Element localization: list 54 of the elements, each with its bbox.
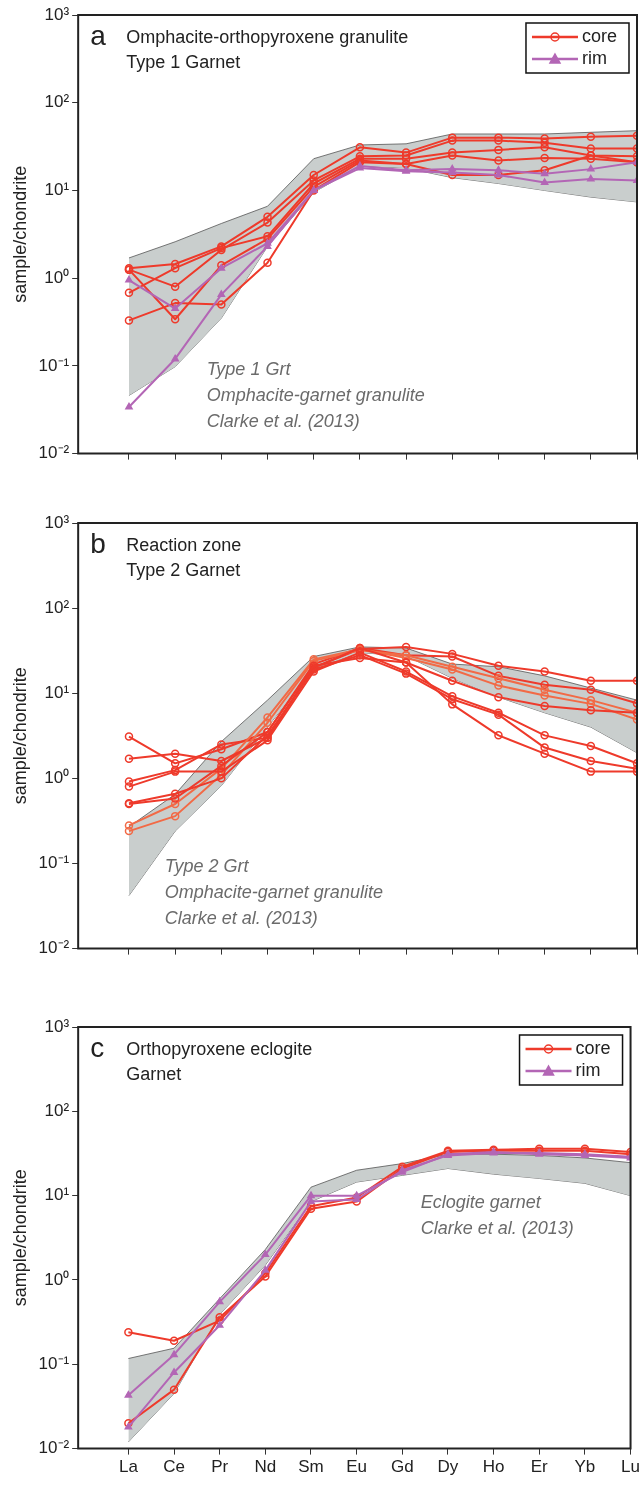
legend-label: rim <box>575 1059 601 1080</box>
y-tick-label: 10⁰ <box>44 1269 70 1289</box>
x-tick-label: Er <box>530 1457 549 1477</box>
y-tick-label: 10² <box>44 597 70 617</box>
x-tick-label: Ce <box>163 1457 185 1477</box>
annotation: Eclogite garnet <box>420 1192 542 1213</box>
legend-label: rim <box>581 47 607 68</box>
y-tick-label: 10⁻² <box>38 443 70 463</box>
y-axis-title: sample/chondrite <box>9 667 30 805</box>
annotation: a <box>90 20 107 51</box>
x-tick-label: Lu <box>621 1457 641 1477</box>
text: Reaction zone <box>126 535 242 555</box>
text: Garnet <box>126 1064 182 1084</box>
y-tick-label: 10² <box>44 92 70 112</box>
y-tick-label: 10¹ <box>44 180 70 200</box>
y-tick-label: 10⁻¹ <box>38 355 70 375</box>
y-tick-label: 10⁰ <box>44 768 70 788</box>
y-tick-label: 10⁻² <box>38 938 70 958</box>
annotation: Omphacite-garnet granulite <box>164 881 383 902</box>
x-tick-label: La <box>118 1457 139 1477</box>
y-tick-label: 10¹ <box>44 682 70 702</box>
annotation: b <box>90 528 106 559</box>
x-tick-label: Yb <box>574 1457 596 1477</box>
y-tick-label: 10³ <box>44 1016 70 1036</box>
annotation: Clarke et al. (2013) <box>420 1218 574 1239</box>
x-tick-label: Dy <box>437 1457 459 1477</box>
y-tick-label: 10⁻² <box>38 1438 70 1458</box>
annotation: Clarke et al. (2013) <box>206 410 360 431</box>
annotation: Omphacite-garnet granulite <box>206 384 425 405</box>
x-tick-label: Gd <box>390 1457 414 1477</box>
y-tick-label: 10¹ <box>44 1185 70 1205</box>
y-axis-title: sample/chondrite <box>9 165 30 303</box>
y-tick-label: 10⁰ <box>44 267 70 287</box>
y-tick-label: 10⁻¹ <box>38 1353 70 1373</box>
text: Orthopyroxene eclogite <box>126 1039 313 1059</box>
y-tick-label: 10³ <box>44 512 70 532</box>
annotation: Type 1 Grt <box>206 358 292 379</box>
x-tick-label: Nd <box>254 1457 277 1477</box>
x-tick-label: Sm <box>298 1457 324 1477</box>
legend-label: core <box>575 1037 611 1058</box>
y-tick-label: 10⁻¹ <box>38 853 70 873</box>
text: Type 1 Garnet <box>126 52 241 72</box>
y-tick-label: 10³ <box>44 4 70 24</box>
annotation: c <box>90 1032 105 1063</box>
x-tick-label: Ho <box>482 1457 505 1477</box>
text: Omphacite-orthopyroxene granulite <box>126 27 409 47</box>
legend-label: core <box>581 25 617 46</box>
x-tick-label: Pr <box>211 1457 229 1477</box>
y-axis-title: sample/chondrite <box>9 1169 30 1307</box>
text: Type 2 Garnet <box>126 560 241 580</box>
y-tick-label: 10² <box>44 1101 70 1121</box>
annotation: Type 2 Grt <box>164 855 250 876</box>
annotation: Clarke et al. (2013) <box>164 907 318 928</box>
x-tick-label: Eu <box>346 1457 368 1477</box>
